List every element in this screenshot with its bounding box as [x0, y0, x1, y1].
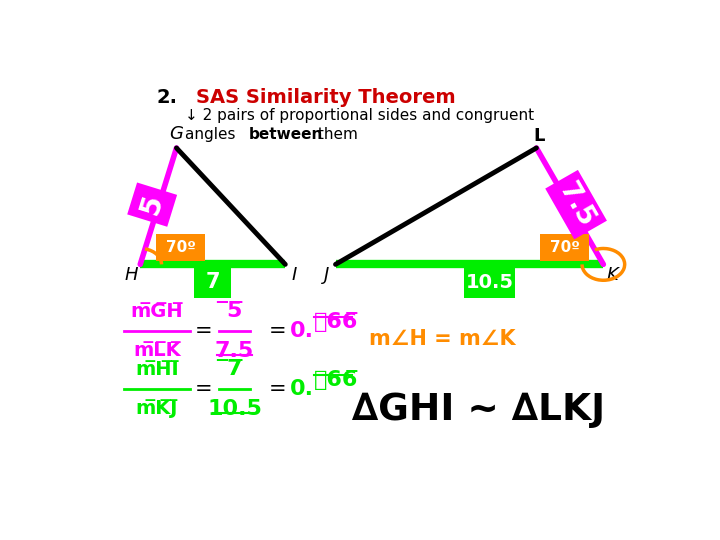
Text: m̅G̅H̅: m̅G̅H̅ [130, 302, 184, 321]
FancyBboxPatch shape [194, 266, 231, 298]
Text: ∆GHI ~ ∆LKJ: ∆GHI ~ ∆LKJ [352, 392, 606, 428]
Text: 10.5: 10.5 [207, 399, 262, 419]
Text: m̅H̅I̅: m̅H̅I̅ [135, 360, 179, 379]
Text: 7.5: 7.5 [215, 341, 254, 361]
FancyBboxPatch shape [540, 234, 590, 261]
Text: ͙66̅: ͙66̅ [313, 370, 358, 390]
Text: =: = [269, 321, 294, 341]
Text: between: between [249, 127, 323, 142]
Text: m∠H = m∠K: m∠H = m∠K [369, 329, 516, 349]
Text: 70º: 70º [549, 240, 580, 255]
Text: 10.5: 10.5 [466, 273, 513, 292]
Text: ̅7̅: ̅7̅ [227, 359, 242, 379]
Text: ↓ 2 pairs of proportional sides and congruent: ↓ 2 pairs of proportional sides and cong… [185, 109, 534, 124]
Text: L: L [534, 127, 545, 145]
Text: 0.: 0. [290, 379, 314, 399]
Text: 5: 5 [136, 191, 168, 218]
Text: =: = [269, 379, 294, 399]
Text: G: G [169, 125, 184, 143]
Text: H: H [124, 266, 138, 284]
Text: J: J [323, 266, 329, 284]
Text: =: = [194, 379, 212, 399]
Text: 2.: 2. [157, 87, 178, 107]
Text: 7.5: 7.5 [553, 178, 599, 232]
Text: =: = [194, 321, 212, 341]
Text: ̅5̅: ̅5̅ [227, 301, 242, 321]
Text: I: I [292, 266, 297, 284]
Text: 0.: 0. [290, 321, 314, 341]
FancyBboxPatch shape [464, 266, 516, 298]
Text: 7: 7 [205, 272, 220, 292]
Text: m̅L̅K̅: m̅L̅K̅ [133, 341, 181, 360]
Text: 70º: 70º [166, 240, 195, 255]
Text: them: them [313, 127, 358, 142]
Text: angles: angles [185, 127, 240, 142]
Text: K: K [607, 266, 618, 284]
Text: ͙66̅: ͙66̅ [313, 312, 358, 332]
FancyBboxPatch shape [156, 234, 205, 261]
Text: SAS Similarity Theorem: SAS Similarity Theorem [196, 87, 456, 107]
Text: m̅K̅J̅: m̅K̅J̅ [136, 399, 178, 418]
